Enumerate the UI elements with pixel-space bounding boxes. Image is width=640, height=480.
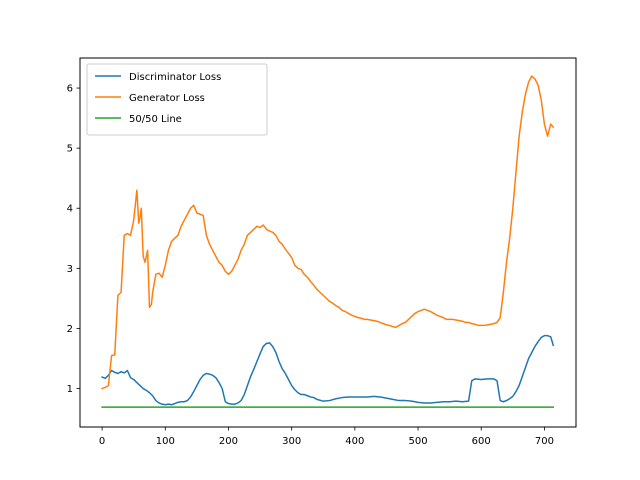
series-line-1 [101,75,555,390]
axes-frame [79,57,577,428]
x-tick-label: 200 [219,436,238,447]
x-tick-label: 300 [282,436,301,447]
y-tick-label: 2 [67,324,73,335]
x-axis-ticks: 0 100 200 300 400 500 600 700 [99,427,554,447]
x-tick-label: 600 [472,436,491,447]
y-tick-label: 5 [67,144,73,155]
x-tick-label: 700 [535,436,554,447]
legend-label: Generator Loss [129,93,205,104]
legend-label: Discriminator Loss [129,72,221,83]
x-tick-label: 100 [156,436,175,447]
legend: Discriminator Loss Generator Loss 50/50 Li… [86,63,268,136]
plot-lines [101,75,555,408]
y-tick-label: 4 [67,204,73,215]
y-tick-label: 6 [67,84,73,95]
x-tick-label: 0 [99,436,105,447]
legend-box [86,63,268,136]
y-tick-label: 3 [67,264,73,275]
x-tick-label: 500 [408,436,427,447]
y-axis-ticks: 1 2 3 4 5 6 [67,84,80,395]
x-tick-label: 400 [345,436,364,447]
y-tick-label: 1 [67,384,73,395]
series-line-0 [101,334,555,406]
legend-label: 50/50 Line [129,114,182,125]
